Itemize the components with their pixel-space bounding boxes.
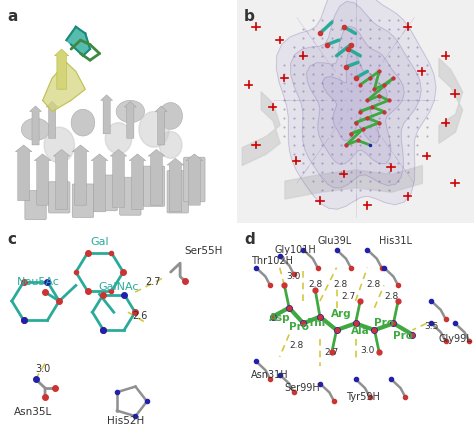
Text: 3.0: 3.0 [287, 272, 301, 281]
Text: Gly99L: Gly99L [438, 334, 472, 344]
FancyBboxPatch shape [96, 175, 117, 211]
Text: 2.8: 2.8 [289, 341, 303, 350]
FancyArrow shape [34, 154, 51, 205]
FancyArrow shape [46, 101, 58, 138]
Text: 2.7: 2.7 [145, 277, 161, 287]
Text: Asn31H: Asn31H [251, 370, 289, 380]
Text: Ser55H: Ser55H [185, 246, 223, 256]
Ellipse shape [71, 109, 95, 136]
Text: d: d [244, 232, 255, 247]
FancyBboxPatch shape [25, 191, 46, 220]
Text: Ala: Ala [351, 326, 370, 336]
Polygon shape [307, 26, 404, 165]
Text: Gly101H: Gly101H [275, 245, 317, 255]
Polygon shape [159, 132, 182, 158]
FancyArrow shape [53, 149, 70, 210]
Polygon shape [322, 51, 387, 143]
Text: His31L: His31L [379, 236, 412, 246]
Text: Gal: Gal [90, 237, 109, 247]
FancyBboxPatch shape [48, 182, 70, 213]
FancyArrow shape [72, 145, 89, 205]
FancyBboxPatch shape [183, 157, 205, 202]
Polygon shape [291, 1, 421, 188]
Text: 2.8: 2.8 [308, 280, 322, 289]
Text: Pro: Pro [393, 331, 413, 341]
Ellipse shape [116, 100, 145, 123]
Ellipse shape [21, 118, 50, 140]
Ellipse shape [159, 103, 182, 129]
FancyBboxPatch shape [143, 166, 164, 206]
FancyArrow shape [110, 149, 127, 207]
FancyArrow shape [186, 154, 202, 205]
Text: 3.0: 3.0 [35, 364, 50, 374]
FancyArrow shape [29, 106, 41, 145]
FancyArrow shape [91, 154, 108, 212]
FancyArrow shape [100, 95, 113, 134]
Text: Ser99H: Ser99H [284, 383, 320, 393]
FancyArrow shape [167, 158, 184, 212]
Text: Asn35L: Asn35L [14, 407, 52, 417]
Text: Arg: Arg [331, 309, 352, 318]
Text: Tyr59H: Tyr59H [346, 392, 380, 402]
FancyBboxPatch shape [167, 171, 188, 213]
FancyArrow shape [129, 154, 146, 210]
FancyBboxPatch shape [119, 177, 141, 215]
Text: a: a [7, 9, 18, 24]
Text: Neu5Ac: Neu5Ac [17, 277, 59, 287]
Text: Thr: Thr [308, 318, 328, 327]
Text: 2.8: 2.8 [333, 280, 347, 289]
Text: His52H: His52H [107, 416, 144, 425]
Polygon shape [105, 123, 132, 154]
FancyArrow shape [148, 149, 165, 205]
Text: GalNAc: GalNAc [98, 282, 139, 292]
FancyArrow shape [124, 101, 137, 138]
FancyArrow shape [55, 49, 69, 89]
Polygon shape [43, 62, 85, 112]
Text: 2.8: 2.8 [384, 292, 398, 301]
FancyArrow shape [155, 106, 167, 145]
Text: 2.7: 2.7 [325, 348, 339, 357]
Text: 2.8: 2.8 [366, 280, 381, 289]
Text: c: c [7, 232, 16, 247]
Polygon shape [139, 112, 169, 147]
FancyBboxPatch shape [72, 184, 94, 218]
Polygon shape [276, 0, 436, 209]
Text: Pro: Pro [374, 318, 394, 327]
Text: 3.5: 3.5 [424, 322, 438, 331]
Text: b: b [244, 9, 255, 24]
Text: Asp: Asp [269, 313, 291, 323]
Text: 2.7: 2.7 [341, 292, 356, 301]
FancyArrow shape [15, 145, 32, 201]
Text: Thr102H: Thr102H [251, 256, 293, 266]
Text: Pro: Pro [289, 322, 309, 332]
Text: Glu39L: Glu39L [318, 236, 352, 246]
Text: 2.6: 2.6 [132, 310, 147, 321]
Polygon shape [66, 27, 90, 56]
Text: 3.0: 3.0 [360, 346, 374, 355]
Polygon shape [44, 127, 74, 163]
